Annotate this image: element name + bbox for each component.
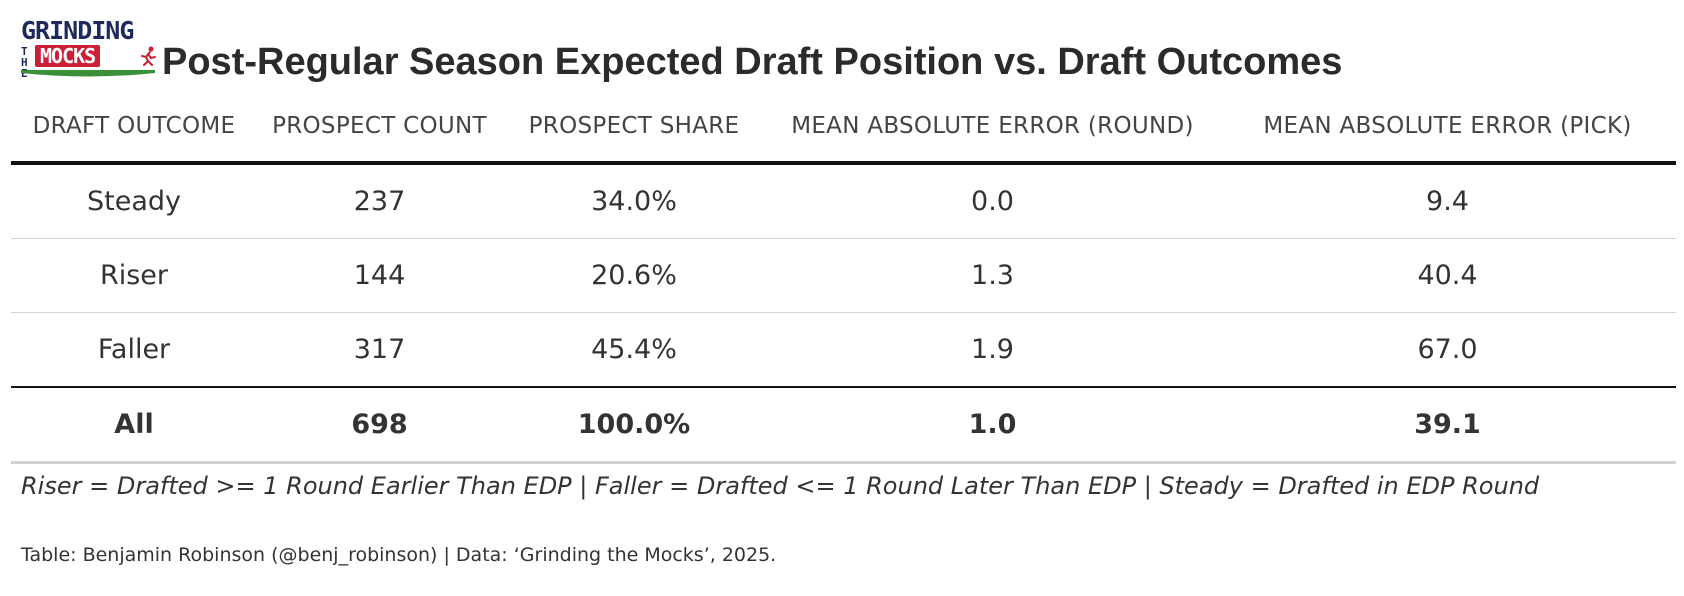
table-cell: Steady <box>11 163 257 239</box>
total-row: All 698 100.0% 1.0 39.1 <box>11 387 1676 464</box>
table-row: Faller 317 45.4% 1.9 67.0 <box>11 312 1676 388</box>
table-cell: 34.0% <box>502 163 766 239</box>
logo-line1: GRINDING <box>21 16 134 45</box>
total-cell: All <box>11 387 257 464</box>
table-cell: 0.0 <box>766 163 1219 239</box>
table-cell: 45.4% <box>502 312 766 388</box>
table-cell: 1.9 <box>766 312 1219 388</box>
table-cell: 20.6% <box>502 238 766 313</box>
table-cell: 237 <box>257 163 502 239</box>
total-cell: 1.0 <box>766 387 1219 464</box>
page-title: Post-Regular Season Expected Draft Posit… <box>162 41 1343 83</box>
column-header: MEAN ABSOLUTE ERROR (PICK) <box>1219 99 1676 165</box>
column-header: MEAN ABSOLUTE ERROR (ROUND) <box>766 99 1219 165</box>
column-header: PROSPECT COUNT <box>257 99 502 165</box>
table-cell: Riser <box>11 238 257 313</box>
table-cell: 67.0 <box>1219 312 1676 388</box>
total-cell: 698 <box>257 387 502 464</box>
source-note: Table: Benjamin Robinson (@benj_robinson… <box>21 544 777 566</box>
field-graphic <box>21 70 155 77</box>
logo-the: THE <box>21 45 28 80</box>
header: GRINDING THE MOCKS Post-Regular Season E… <box>21 18 1661 88</box>
table-cell: Faller <box>11 312 257 388</box>
table-cell: 144 <box>257 238 502 313</box>
column-header: DRAFT OUTCOME <box>11 99 257 165</box>
draft-outcomes-table: DRAFT OUTCOME PROSPECT COUNT PROSPECT SH… <box>11 99 1676 464</box>
table-cell: 9.4 <box>1219 163 1676 239</box>
table-header-row: DRAFT OUTCOME PROSPECT COUNT PROSPECT SH… <box>11 99 1676 165</box>
logo-line2: MOCKS <box>35 45 101 67</box>
table-row: Riser 144 20.6% 1.3 40.4 <box>11 238 1676 313</box>
total-cell: 100.0% <box>502 387 766 464</box>
table-cell: 40.4 <box>1219 238 1676 313</box>
footnote: Riser = Drafted >= 1 Round Earlier Than … <box>21 472 1540 500</box>
table-row: Steady 237 34.0% 0.0 9.4 <box>11 163 1676 239</box>
total-cell: 39.1 <box>1219 387 1676 464</box>
grinding-the-mocks-logo: GRINDING THE MOCKS <box>21 16 156 80</box>
table-cell: 1.3 <box>766 238 1219 313</box>
table-cell: 317 <box>257 312 502 388</box>
runner-icon <box>141 46 156 66</box>
column-header: PROSPECT SHARE <box>502 99 766 165</box>
